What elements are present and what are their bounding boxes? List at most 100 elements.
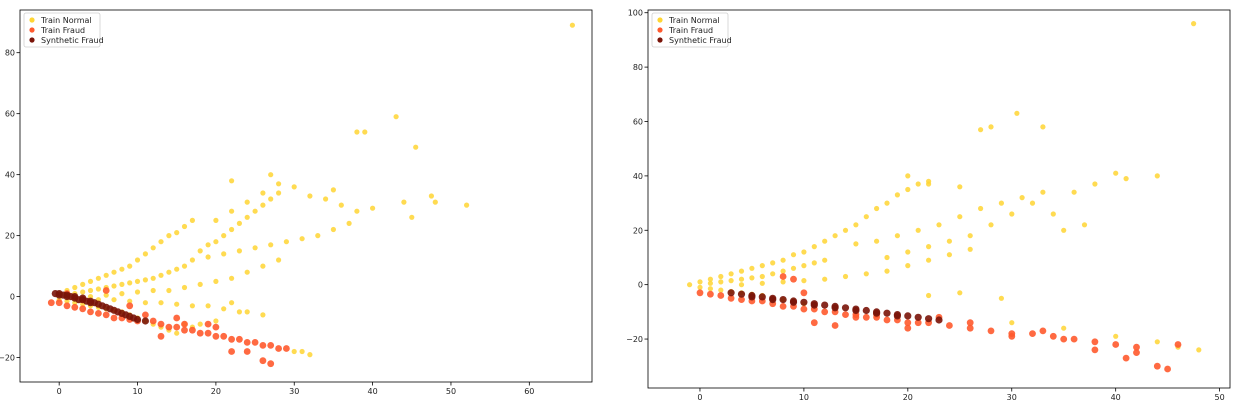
data-point xyxy=(79,294,87,302)
data-point xyxy=(260,202,266,208)
data-point xyxy=(71,303,79,311)
legend-marker xyxy=(657,37,663,43)
legend-marker xyxy=(29,27,35,33)
data-point xyxy=(87,278,94,284)
data-point xyxy=(362,129,368,135)
data-point xyxy=(229,208,235,214)
data-point xyxy=(166,287,172,294)
data-point xyxy=(862,306,870,315)
data-point xyxy=(1008,332,1016,340)
plot-area-frame xyxy=(647,9,1231,389)
data-point xyxy=(789,298,798,306)
data-point xyxy=(1133,343,1140,351)
data-point xyxy=(853,241,859,247)
data-point xyxy=(779,296,787,304)
data-point xyxy=(1040,189,1046,195)
data-point xyxy=(800,298,808,306)
data-point xyxy=(283,239,289,245)
data-point xyxy=(738,282,745,288)
data-point xyxy=(189,257,195,263)
data-point xyxy=(842,311,849,318)
data-point xyxy=(260,312,266,318)
data-point xyxy=(95,286,101,292)
chart-left-svg: 0 10 20 30 40 50 60 −20 0 20 40 60 80 Train NormalTra… xyxy=(0,9,593,396)
data-point xyxy=(1154,173,1160,179)
data-point xyxy=(810,319,818,327)
data-point xyxy=(780,279,786,285)
data-point xyxy=(769,296,777,304)
data-point xyxy=(718,279,724,285)
data-point xyxy=(213,217,219,223)
data-point xyxy=(822,257,828,263)
data-point xyxy=(821,308,829,316)
data-point xyxy=(779,273,787,280)
data-point xyxy=(904,324,912,332)
data-point xyxy=(914,319,922,327)
data-point xyxy=(47,299,55,307)
data-point xyxy=(884,268,890,274)
x-tick-label: 60 xyxy=(524,387,534,396)
data-point xyxy=(810,301,818,309)
data-point xyxy=(957,290,963,296)
data-point xyxy=(1009,211,1015,217)
data-point xyxy=(173,314,181,322)
data-point xyxy=(905,263,911,269)
data-point xyxy=(842,273,849,280)
data-point xyxy=(80,289,86,295)
data-point xyxy=(758,293,766,301)
data-point xyxy=(134,278,141,284)
y-tick-label: 40 xyxy=(633,172,643,181)
data-point xyxy=(413,144,419,150)
data-point xyxy=(165,323,173,331)
data-point xyxy=(1122,354,1130,362)
legend-frame xyxy=(23,12,101,48)
data-point xyxy=(409,214,415,220)
data-point xyxy=(158,300,164,306)
data-point xyxy=(354,208,360,214)
data-point xyxy=(307,352,313,358)
y-tick-label: 60 xyxy=(633,117,643,126)
data-point xyxy=(236,248,242,254)
data-point xyxy=(127,298,133,304)
data-point xyxy=(936,222,942,228)
data-point xyxy=(315,233,321,239)
data-point xyxy=(831,304,839,312)
data-point xyxy=(103,292,109,298)
data-point xyxy=(102,311,110,319)
data-point xyxy=(276,190,282,196)
data-point xyxy=(780,257,786,263)
data-point xyxy=(236,335,243,343)
data-point xyxy=(330,187,336,193)
y-tick-label: 20 xyxy=(633,226,643,235)
data-point xyxy=(1112,341,1120,348)
data-point xyxy=(119,291,125,297)
data-point xyxy=(1061,325,1067,331)
data-point xyxy=(831,322,839,329)
data-point xyxy=(1029,330,1036,337)
data-point xyxy=(1091,338,1099,346)
data-point xyxy=(967,233,973,239)
data-point xyxy=(393,114,399,120)
data-point xyxy=(221,306,227,312)
data-point xyxy=(998,200,1004,206)
data-point xyxy=(197,321,203,327)
x-tick-label: 30 xyxy=(289,387,299,396)
data-point xyxy=(102,287,110,294)
data-point xyxy=(905,173,911,179)
data-point xyxy=(894,233,900,239)
data-point xyxy=(696,289,704,297)
data-point xyxy=(1039,327,1047,335)
data-point xyxy=(283,345,290,352)
data-point xyxy=(236,309,242,315)
data-point xyxy=(1153,362,1161,370)
data-point xyxy=(95,310,102,317)
data-point xyxy=(173,323,181,331)
data-point xyxy=(1019,195,1025,201)
data-point xyxy=(299,348,305,355)
data-point xyxy=(811,244,817,250)
data-point xyxy=(95,275,101,281)
data-point xyxy=(697,279,703,285)
data-point xyxy=(737,290,746,298)
y-tick-label: 0 xyxy=(10,293,15,302)
data-point xyxy=(717,292,725,299)
